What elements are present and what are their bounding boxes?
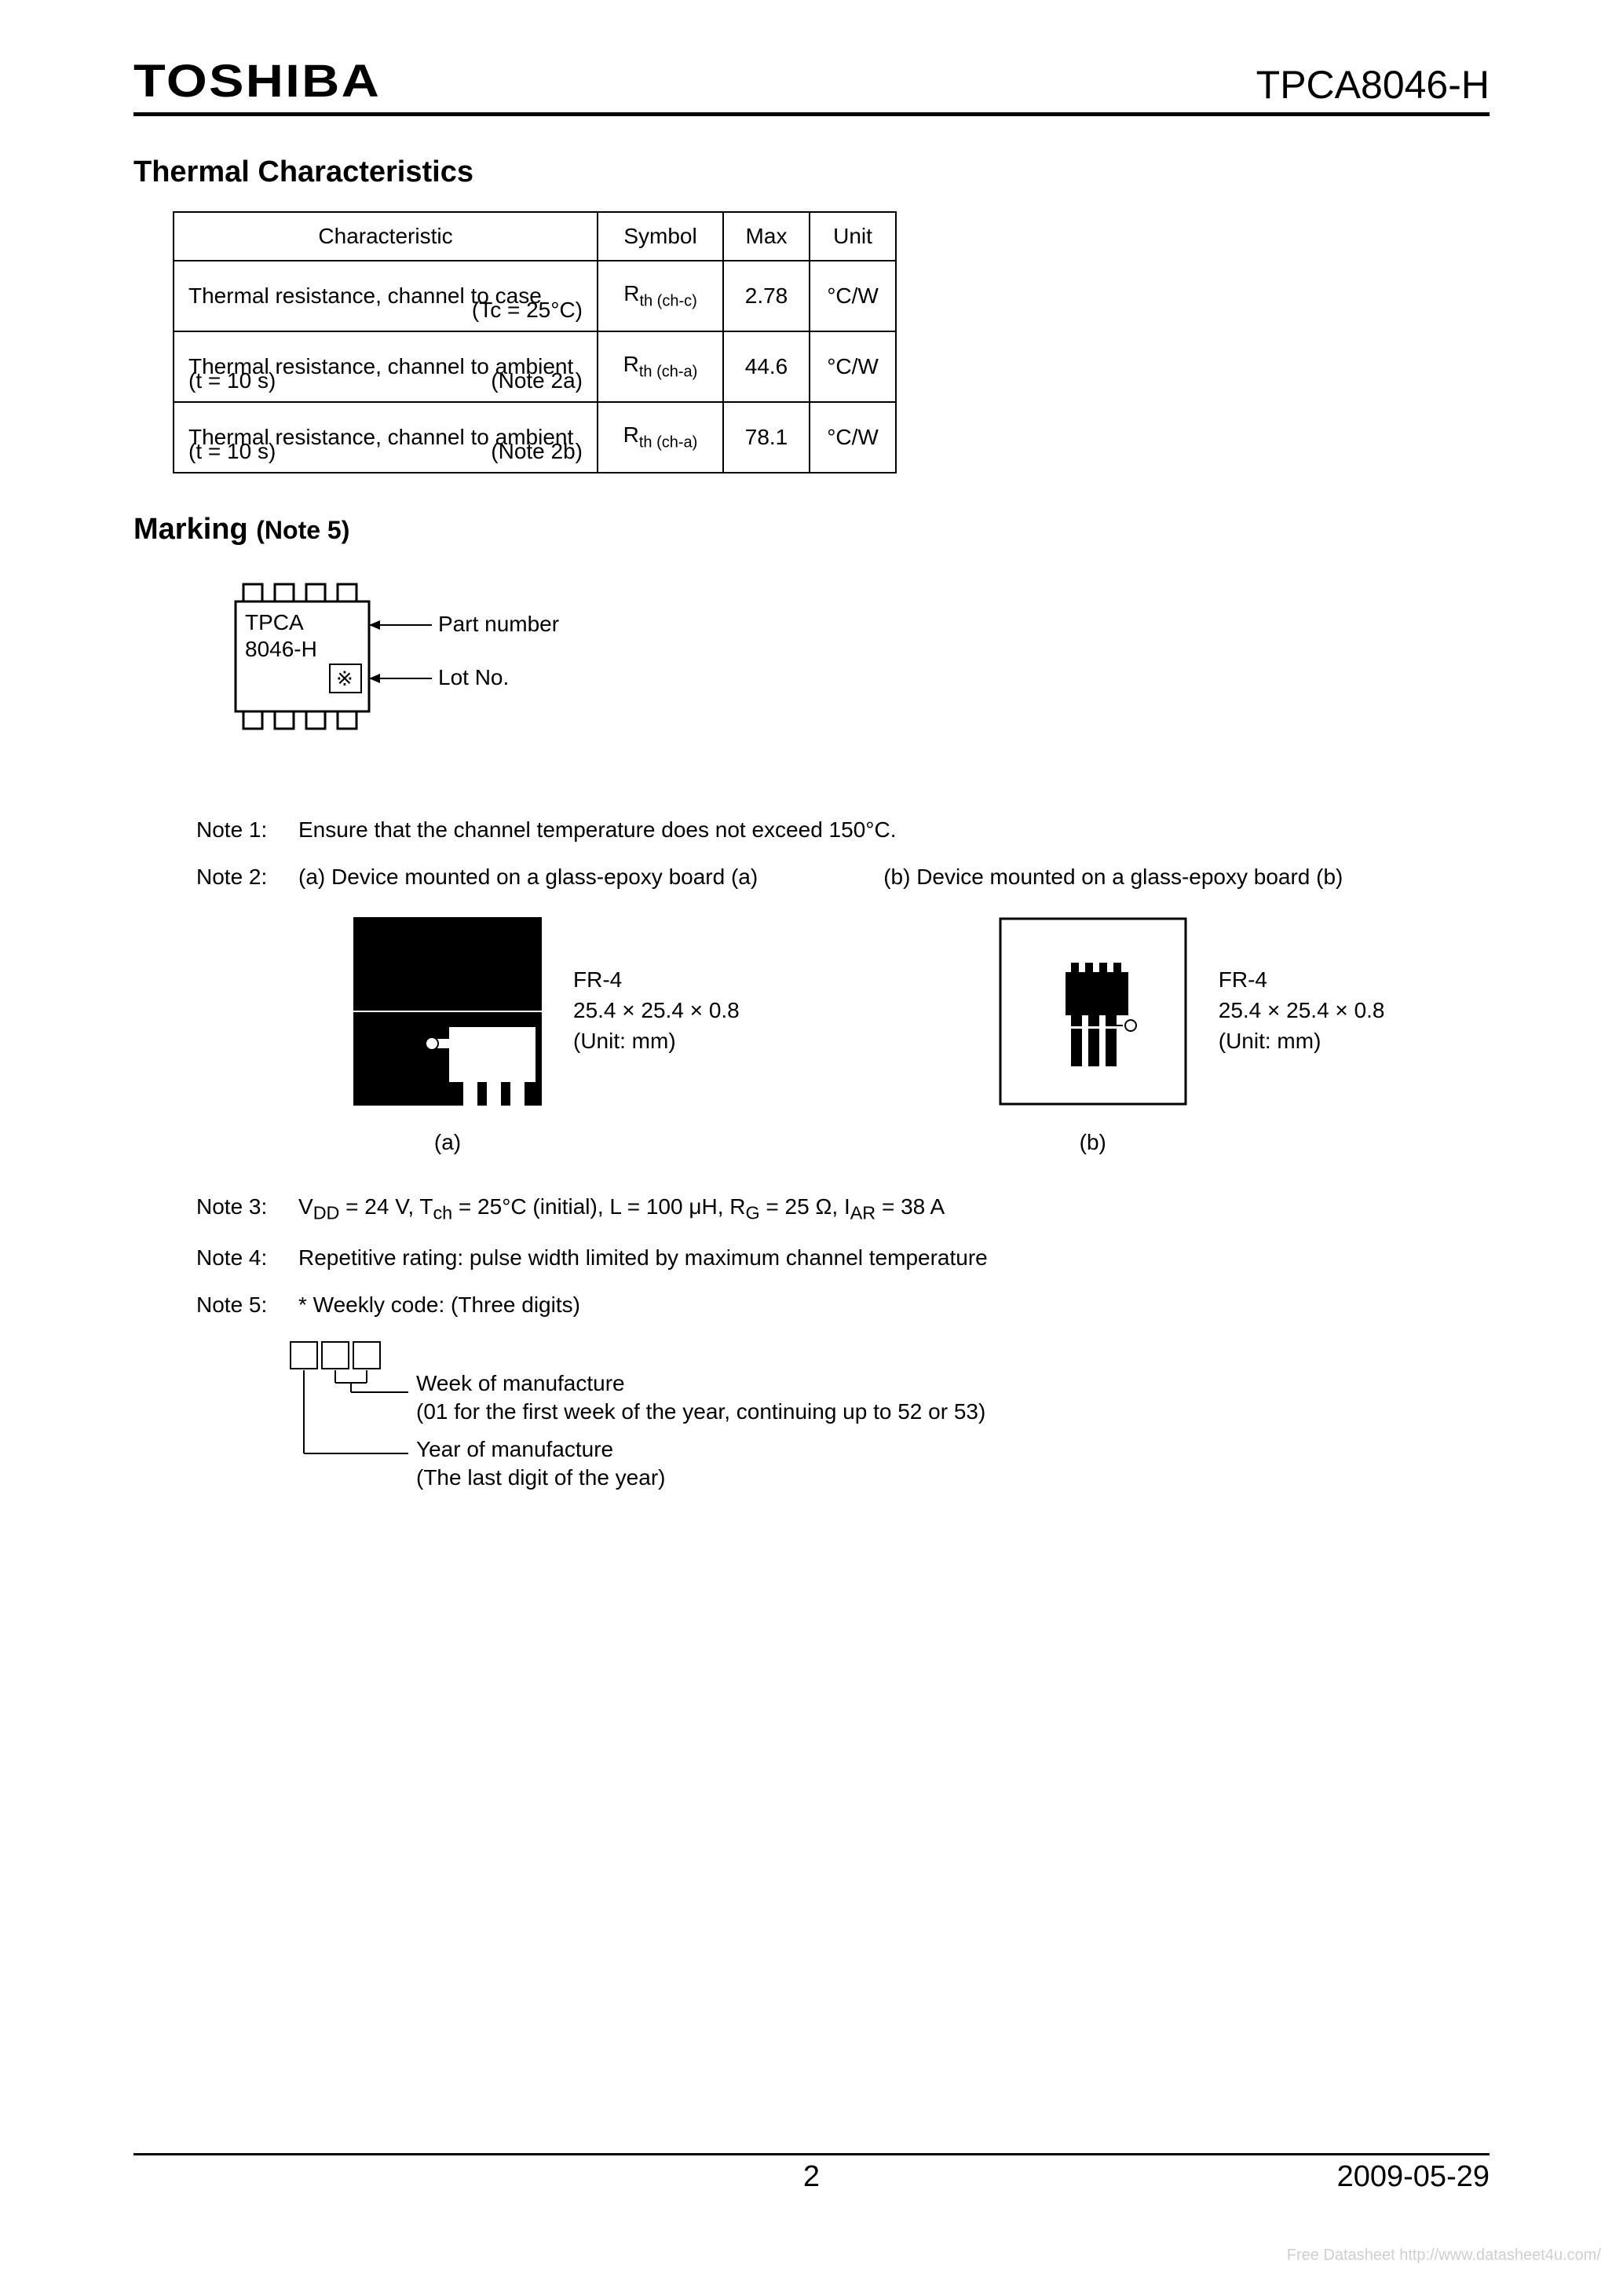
weekly-code-diagram: Week of manufacture (01 for the first we…: [283, 1336, 989, 1508]
part-number: TPCA8046-H: [1256, 62, 1490, 108]
symbol-sub: th (ch-c): [639, 293, 696, 310]
logo: TOSHIBA: [133, 55, 381, 108]
board-spec-1b: FR-4: [1219, 964, 1385, 995]
note1-label: Note 1:: [196, 813, 298, 846]
board-figure-b: (b) FR-4 25.4 × 25.4 × 0.8 (Unit: mm): [999, 917, 1385, 1159]
footer-date: 2009-05-29: [1337, 2160, 1490, 2194]
board-spec-2b: 25.4 × 25.4 × 0.8: [1219, 995, 1385, 1026]
page-number: 2: [803, 2160, 820, 2194]
note3-label: Note 3:: [196, 1190, 298, 1227]
unit-val: °C/W: [810, 402, 896, 473]
board-figure-a: (a) FR-4 25.4 × 25.4 × 0.8 (Unit: mm): [353, 917, 740, 1159]
table-row: Thermal resistance, channel to case (Tc …: [174, 261, 896, 331]
note3-text: VDD = 24 V, Tch = 25°C (initial), L = 10…: [298, 1190, 1490, 1227]
footer: 2 2009-05-29: [133, 2153, 1490, 2194]
watermark: Free Datasheet http://www.datasheet4u.co…: [1287, 2247, 1601, 2265]
char-sub-right: (Note 2a): [491, 368, 583, 393]
weekly-l3: Year of manufacture: [416, 1437, 613, 1461]
col-symbol: Symbol: [598, 212, 723, 261]
board-spec-2: 25.4 × 25.4 × 0.8: [573, 995, 740, 1026]
marking-diagram: TPCA 8046-H ※ Part number Lot No.: [228, 570, 620, 743]
max-val: 78.1: [723, 402, 810, 473]
note1-text: Ensure that the channel temperature does…: [298, 813, 1490, 846]
label-part-number: Part number: [438, 612, 559, 636]
weekly-l4: (The last digit of the year): [416, 1465, 665, 1490]
table-row: Thermal resistance, channel to ambient (…: [174, 402, 896, 473]
chip-lot-symbol: ※: [336, 667, 353, 690]
char-sub-right: (Tc = 25°C): [472, 298, 583, 323]
weekly-l1: Week of manufacture: [416, 1371, 625, 1395]
thermal-table: Characteristic Symbol Max Unit Thermal r…: [173, 211, 897, 473]
symbol-main: R: [623, 281, 639, 305]
note5-label: Note 5:: [196, 1289, 298, 1322]
chip-line1: TPCA: [245, 610, 304, 634]
symbol-main: R: [623, 422, 639, 447]
marking-title: Marking (Note 5): [133, 513, 1490, 547]
note2a-text: (a) Device mounted on a glass-epoxy boar…: [298, 861, 758, 894]
note4-text: Repetitive rating: pulse width limited b…: [298, 1241, 1490, 1274]
marking-note-ref: (Note 5): [256, 516, 349, 544]
marking-title-text: Marking: [133, 513, 256, 546]
max-val: 44.6: [723, 331, 810, 402]
unit-val: °C/W: [810, 331, 896, 402]
note5-text: * Weekly code: (Three digits): [298, 1289, 1490, 1322]
label-lot-no: Lot No.: [438, 665, 509, 689]
col-characteristic: Characteristic: [174, 212, 598, 261]
board-spec-1: FR-4: [573, 964, 740, 995]
symbol-sub: th (ch-a): [639, 434, 697, 452]
note2-label: Note 2:: [196, 861, 298, 894]
board-spec-3b: (Unit: mm): [1219, 1026, 1385, 1056]
unit-val: °C/W: [810, 261, 896, 331]
col-unit: Unit: [810, 212, 896, 261]
thermal-title: Thermal Characteristics: [133, 155, 1490, 189]
max-val: 2.78: [723, 261, 810, 331]
fig-a-caption: (a): [353, 1126, 542, 1159]
weekly-l2: (01 for the first week of the year, cont…: [416, 1399, 985, 1424]
note2b-text: (b) Device mounted on a glass-epoxy boar…: [883, 861, 1343, 894]
symbol-main: R: [623, 352, 639, 376]
table-row: Thermal resistance, channel to ambient (…: [174, 331, 896, 402]
char-sub-left: (t = 10 s): [188, 439, 276, 464]
fig-b-caption: (b): [999, 1126, 1187, 1159]
char-sub-left: (t = 10 s): [188, 368, 276, 393]
symbol-sub: th (ch-a): [639, 364, 697, 381]
col-max: Max: [723, 212, 810, 261]
chip-line2: 8046-H: [245, 637, 317, 661]
board-spec-3: (Unit: mm): [573, 1026, 740, 1056]
char-sub-right: (Note 2b): [491, 439, 583, 464]
note4-label: Note 4:: [196, 1241, 298, 1274]
